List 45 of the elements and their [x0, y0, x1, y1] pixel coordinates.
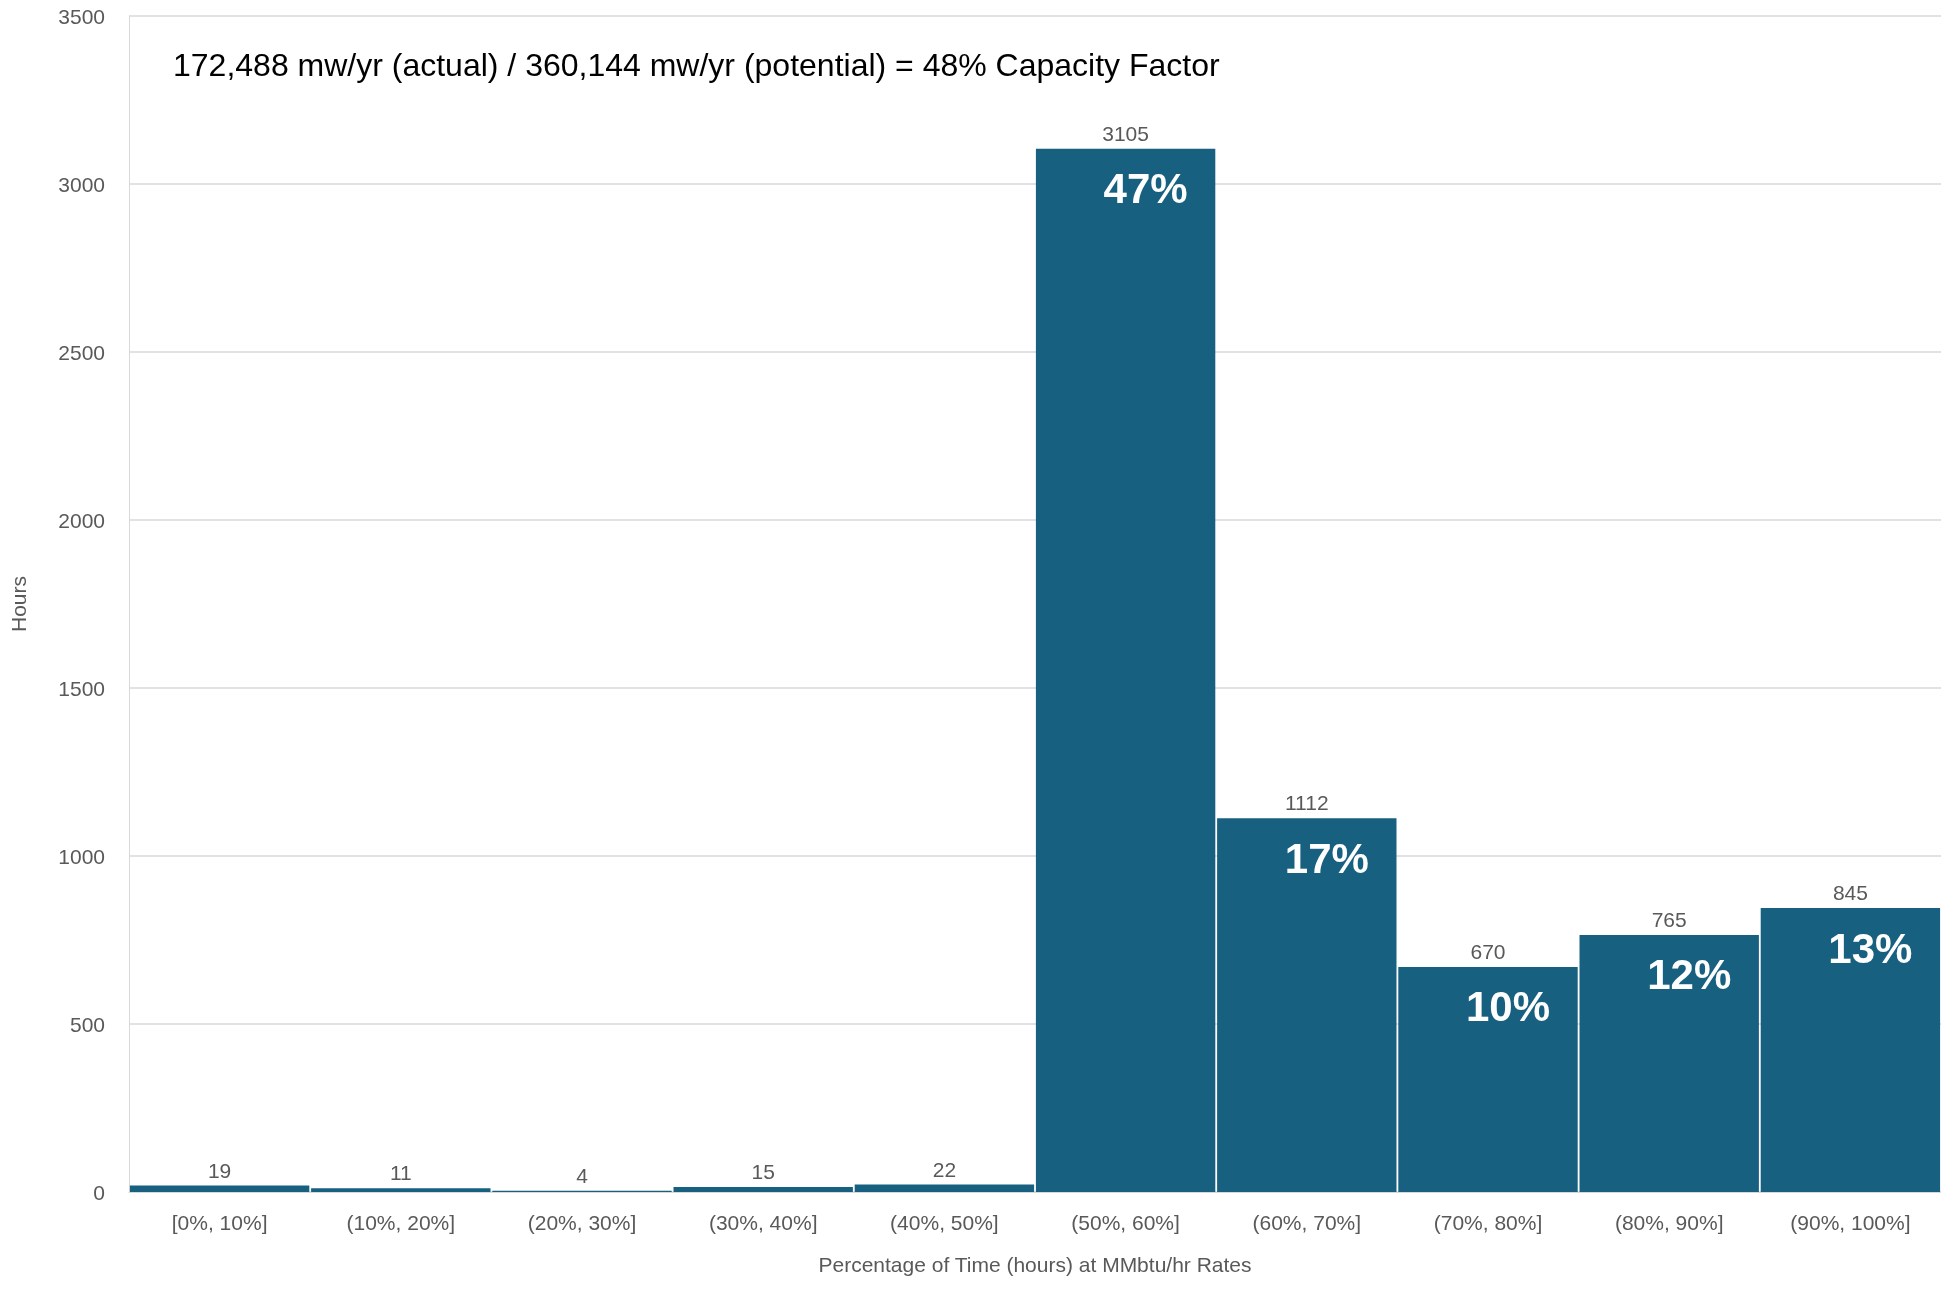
- x-tick-label: (30%, 40%]: [708, 1211, 818, 1234]
- y-tick-label: 1000: [58, 844, 105, 868]
- text: 172,488 mw/yr (actual) / 360,144 mw/yr (potential) = 48% Capacity Factor: [173, 47, 1221, 83]
- bar: [1217, 818, 1397, 1192]
- data-label: 15: [751, 1159, 775, 1183]
- y-tick-label: 3000: [58, 172, 105, 196]
- bar: [311, 1188, 491, 1192]
- bar: [673, 1186, 853, 1192]
- bar: [1035, 148, 1216, 1192]
- bar: [129, 1185, 310, 1192]
- bar: [1760, 908, 1941, 1192]
- x-tick-label: (40%, 50%]: [890, 1211, 999, 1234]
- data-label: 4: [576, 1163, 589, 1187]
- y-tick-label: 500: [69, 1012, 105, 1036]
- y-tick-label: 2000: [58, 508, 105, 532]
- annotation: 13%: [1828, 924, 1913, 972]
- bar: [1579, 934, 1759, 1192]
- x-tick-label: (60%, 70%]: [1252, 1211, 1362, 1234]
- y-tick-label: 1500: [58, 676, 105, 700]
- x-tick-label: (50%, 60%]: [1071, 1211, 1180, 1234]
- annotation: 47%: [1103, 165, 1188, 213]
- bar: [1398, 966, 1578, 1192]
- annotation: 10%: [1465, 983, 1551, 1031]
- y-axis-title: Hours: [7, 575, 30, 633]
- x-tick-label: [0%, 10%]: [171, 1211, 268, 1234]
- x-tick-label: (10%, 20%]: [346, 1211, 456, 1234]
- data-label: 670: [1470, 939, 1506, 963]
- x-tick-label: (80%, 90%]: [1614, 1211, 1724, 1234]
- x-tick-label: (90%, 100%]: [1790, 1211, 1911, 1234]
- annotation: 17%: [1284, 834, 1369, 882]
- data-label: 22: [932, 1157, 957, 1181]
- data-label: 19: [207, 1158, 232, 1182]
- data-label: 765: [1651, 907, 1687, 931]
- annotation: 12%: [1647, 951, 1732, 999]
- y-tick-label: 2500: [58, 340, 105, 364]
- x-tick-label: (20%, 30%]: [527, 1211, 637, 1234]
- x-tick-label: (70%, 80%]: [1433, 1211, 1543, 1234]
- y-tick-label: 3500: [58, 4, 105, 28]
- bar: [854, 1184, 1035, 1192]
- y-tick-label: 0: [93, 1180, 105, 1204]
- data-label: 845: [1832, 881, 1868, 905]
- x-axis-title: Percentage of Time (hours) at MMbtu/hr Rates: [818, 1253, 1252, 1276]
- data-label: 11: [389, 1161, 412, 1185]
- data-label: 1112: [1285, 791, 1329, 815]
- data-label: 3105: [1102, 121, 1149, 145]
